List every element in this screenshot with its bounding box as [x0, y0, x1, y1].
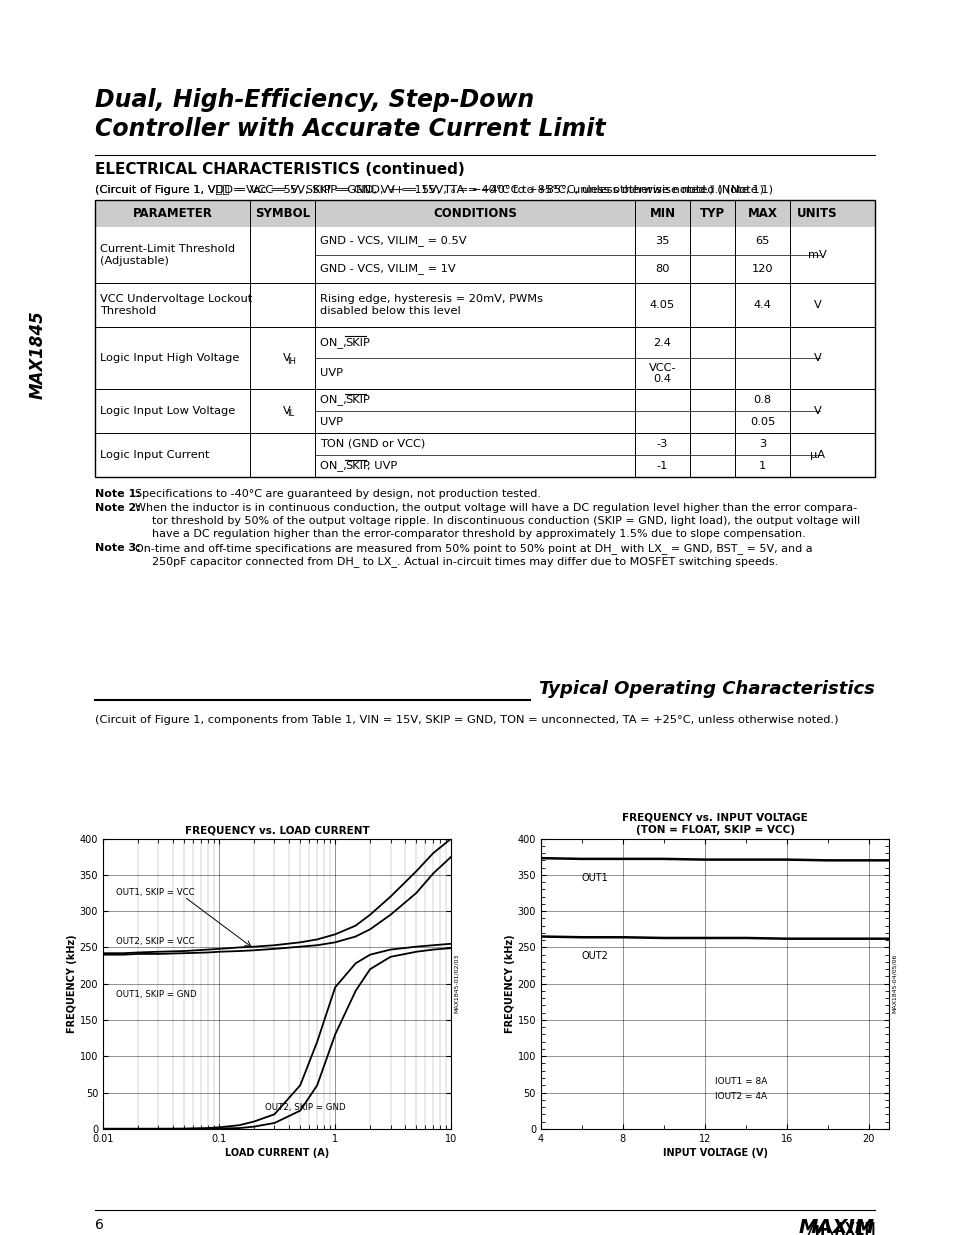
Text: MAX1845-04/05/06: MAX1845-04/05/06	[890, 953, 896, 1014]
Text: Logic Input High Voltage: Logic Input High Voltage	[100, 353, 239, 363]
Text: Controller with Accurate Current Limit: Controller with Accurate Current Limit	[95, 117, 605, 141]
Text: MAX1845: MAX1845	[29, 311, 47, 399]
Text: V: V	[813, 300, 821, 310]
Bar	[95, 200, 874, 227]
Text: 3: 3	[758, 438, 765, 450]
X-axis label: LOAD CURRENT (A): LOAD CURRENT (A)	[225, 1147, 329, 1158]
Text: When the inductor is in continuous conduction, the output voltage will have a DC: When the inductor is in continuous condu…	[134, 503, 856, 513]
Text: TON (GND or VCC): TON (GND or VCC)	[319, 438, 425, 450]
Text: 1: 1	[758, 461, 765, 471]
Text: SYMBOL: SYMBOL	[254, 207, 310, 220]
Text: MAXIM: MAXIM	[798, 1218, 874, 1235]
Text: On-time and off-time specifications are measured from 50% point to 50% point at : On-time and off-time specifications are …	[134, 543, 811, 555]
Text: OUT1, SKIP = GND: OUT1, SKIP = GND	[116, 990, 196, 999]
Text: -3: -3	[656, 438, 667, 450]
Text: 0.05: 0.05	[749, 417, 775, 427]
Bar	[95, 200, 874, 477]
Text: /ʜ\AXIM: /ʜ\AXIM	[804, 1220, 874, 1235]
Text: ELECTRICAL CHARACTERISTICS (continued): ELECTRICAL CHARACTERISTICS (continued)	[95, 162, 464, 177]
Text: UVP: UVP	[319, 368, 343, 378]
Text: IH: IH	[287, 357, 296, 366]
Text: Logic Input Current: Logic Input Current	[100, 450, 210, 459]
Text: 0.8: 0.8	[753, 395, 771, 405]
Text: MAX1845-01/02/03: MAX1845-01/02/03	[453, 953, 458, 1014]
Text: 80: 80	[655, 264, 669, 274]
Text: have a DC regulation higher than the error-comparator threshold by approximately: have a DC regulation higher than the err…	[152, 529, 805, 538]
Text: UVP: UVP	[319, 417, 343, 427]
Text: Note 1:: Note 1:	[95, 489, 145, 499]
Text: MIN: MIN	[649, 207, 675, 220]
Text: (Circuit of Figure 1, components from Table 1, VIN = 15V, SKIP = GND, TON = unco: (Circuit of Figure 1, components from Ta…	[95, 715, 838, 725]
Text: OUT1, SKIP = VCC: OUT1, SKIP = VCC	[116, 888, 194, 898]
Text: ON_,: ON_,	[319, 337, 350, 348]
Text: CONDITIONS: CONDITIONS	[433, 207, 517, 220]
Text: (Circuit of Figure 1, VDD = VCC = 5V, SKIP = GND, V+ = 15V, TA = −40°C to +85°C,: (Circuit of Figure 1, VDD = VCC = 5V, SK…	[95, 185, 772, 195]
Text: OUT1: OUT1	[581, 873, 608, 883]
Y-axis label: FREQUENCY (kHz): FREQUENCY (kHz)	[67, 935, 76, 1032]
Text: V: V	[813, 353, 821, 363]
Text: SKIP: SKIP	[345, 461, 370, 471]
Text: SKIP: SKIP	[345, 337, 370, 347]
Text: SKIP: SKIP	[345, 395, 370, 405]
Text: V: V	[282, 353, 290, 363]
Text: Specifications to -40°C are guaranteed by design, not production tested.: Specifications to -40°C are guaranteed b…	[134, 489, 540, 499]
Text: Typical Operating Characteristics: Typical Operating Characteristics	[538, 680, 874, 698]
Text: 4.4: 4.4	[753, 300, 771, 310]
Text: Note 3:: Note 3:	[95, 543, 144, 553]
Text: OUT2, SKIP = VCC: OUT2, SKIP = VCC	[116, 937, 194, 946]
Text: ON_,: ON_,	[319, 394, 350, 405]
Text: IOUT2 = 4A: IOUT2 = 4A	[715, 1092, 766, 1100]
Text: 65: 65	[755, 236, 769, 246]
Text: tor threshold by 50% of the output voltage ripple. In discontinuous conduction (: tor threshold by 50% of the output volta…	[152, 516, 860, 526]
Text: V: V	[813, 406, 821, 416]
Text: -1: -1	[656, 461, 667, 471]
Text: 4.05: 4.05	[649, 300, 675, 310]
Text: V: V	[282, 406, 290, 416]
Text: MAX: MAX	[747, 207, 777, 220]
Text: Rising edge, hysteresis = 20mV, PWMs
disabled below this level: Rising edge, hysteresis = 20mV, PWMs dis…	[319, 294, 542, 316]
Text: 250pF capacitor connected from DH_ to LX_. Actual in-circuit times may differ du: 250pF capacitor connected from DH_ to LX…	[152, 556, 778, 567]
Text: Note 2:: Note 2:	[95, 503, 145, 513]
Text: VCC Undervoltage Lockout
Threshold: VCC Undervoltage Lockout Threshold	[100, 294, 252, 316]
Text: 35: 35	[655, 236, 669, 246]
Title: FREQUENCY vs. LOAD CURRENT: FREQUENCY vs. LOAD CURRENT	[185, 825, 369, 835]
Text: , UVP: , UVP	[367, 461, 396, 471]
Text: VCC-
0.4: VCC- 0.4	[648, 363, 676, 384]
Text: IL: IL	[287, 410, 294, 419]
Text: OUT2, SKIP = GND: OUT2, SKIP = GND	[265, 1103, 346, 1112]
Text: (Circuit of Figure 1, V₝₟ = Vᴀᴄ = 5V, SKIP̅ = GND, V+ = 15V, Tₐ = −40°C to +85°C: (Circuit of Figure 1, V₝₟ = Vᴀᴄ = 5V, SK…	[95, 185, 763, 195]
Text: Current-Limit Threshold
(Adjustable): Current-Limit Threshold (Adjustable)	[100, 243, 234, 267]
X-axis label: INPUT VOLTAGE (V): INPUT VOLTAGE (V)	[661, 1147, 767, 1158]
Text: IOUT1 = 8A: IOUT1 = 8A	[715, 1077, 766, 1086]
Text: GND - VCS, VILIM_ = 0.5V: GND - VCS, VILIM_ = 0.5V	[319, 236, 466, 247]
Y-axis label: FREQUENCY (kHz): FREQUENCY (kHz)	[504, 935, 514, 1032]
Title: FREQUENCY vs. INPUT VOLTAGE
(TON = FLOAT, SKIP = VCC): FREQUENCY vs. INPUT VOLTAGE (TON = FLOAT…	[621, 813, 807, 835]
Text: TYP: TYP	[700, 207, 724, 220]
Text: OUT2: OUT2	[581, 951, 608, 961]
Text: ON_,: ON_,	[319, 461, 350, 472]
Text: 6: 6	[95, 1218, 104, 1233]
Text: Dual, High-Efficiency, Step-Down: Dual, High-Efficiency, Step-Down	[95, 88, 534, 112]
Text: 120: 120	[751, 264, 773, 274]
Text: GND - VCS, VILIM_ = 1V: GND - VCS, VILIM_ = 1V	[319, 263, 456, 274]
Text: UNITS: UNITS	[797, 207, 837, 220]
Text: μA: μA	[809, 450, 824, 459]
Text: 2.4: 2.4	[653, 337, 671, 347]
Text: mV: mV	[807, 249, 826, 261]
Text: PARAMETER: PARAMETER	[132, 207, 213, 220]
Text: Logic Input Low Voltage: Logic Input Low Voltage	[100, 406, 235, 416]
